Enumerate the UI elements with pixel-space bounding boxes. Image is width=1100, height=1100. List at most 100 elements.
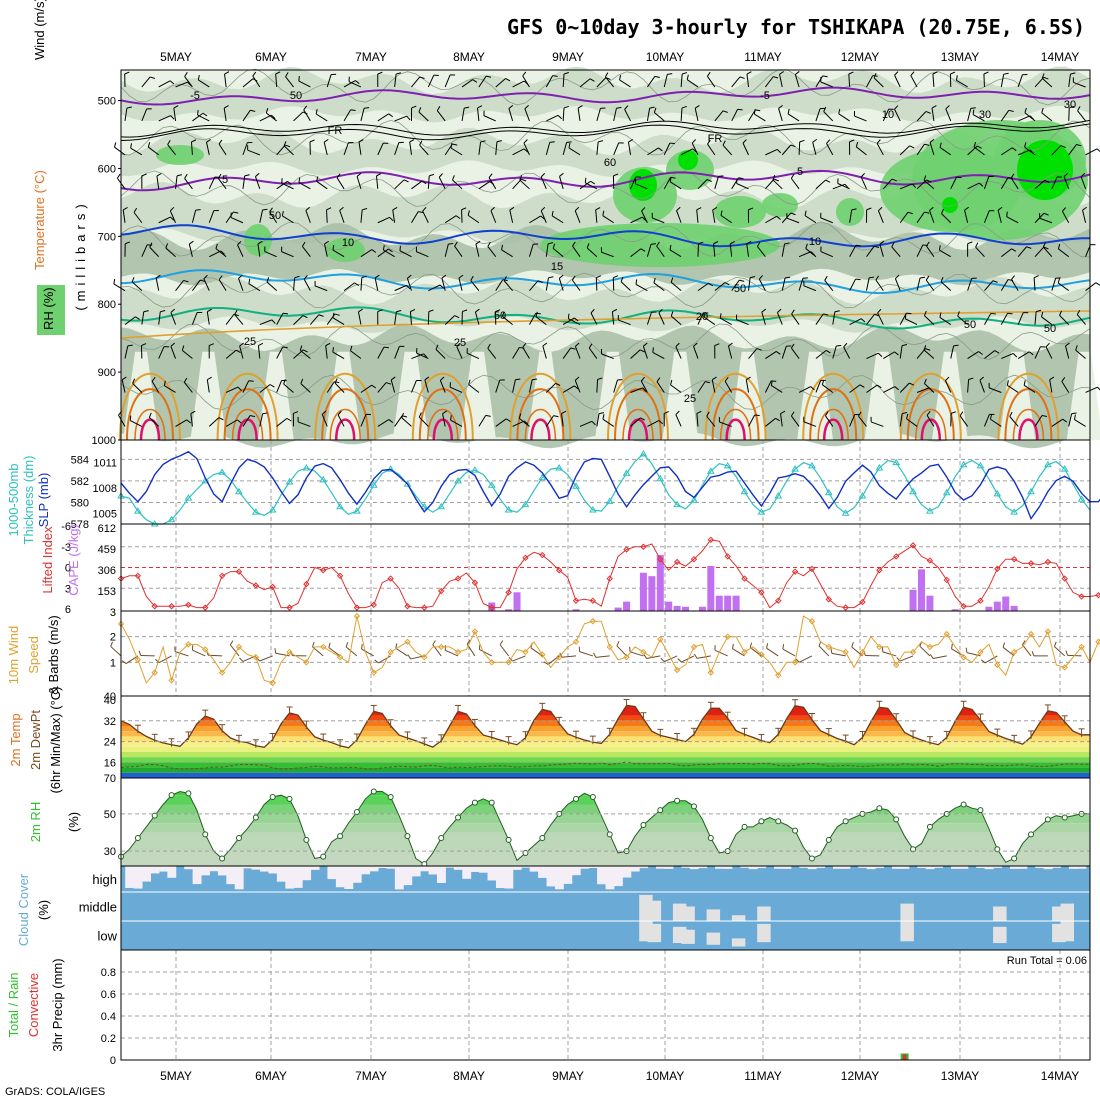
wind-barb-flag [643,342,648,347]
wind-barb [697,243,699,257]
rh-band [121,181,1090,245]
wind-barb-flag [706,411,710,417]
wind-barb-flag [970,107,976,109]
wind-barb-flag [190,410,196,414]
wind-barb [604,76,615,88]
wind-barb [175,175,178,189]
wind-barb [736,319,749,326]
wind-barb [118,414,126,427]
wind-barb [803,421,817,427]
wind-barb-flag [339,206,344,211]
wind-barb [1051,176,1058,190]
pressure-tick: 1000 [92,435,116,447]
wind-barb-flag [1007,177,1014,179]
thickness-point [993,489,1002,497]
wind-barb-flag [371,249,377,253]
wind-barb-flag [894,351,899,356]
wind-speed-point [471,628,479,635]
wind-barb-flag [337,410,342,416]
wind-barb-flag [656,377,661,382]
wind-barb-flag [929,206,934,211]
temp-diurnal-contour [216,372,279,441]
temp-diurnal-contour [822,418,844,441]
wind-barb-flag [502,279,508,282]
wind-barb [866,277,870,291]
cloud-high-gap [1009,866,1019,869]
wind-barb [670,281,682,292]
wind-barb [411,76,421,88]
wind-speed-point [522,648,529,656]
wind-barb [585,182,598,190]
wind-barb-flag [555,382,561,386]
wind-barb [499,644,509,657]
wind-barb-flag [901,344,908,347]
temp-stripe [121,705,1090,716]
panel-frame [120,439,1091,525]
wind-barb [825,415,834,427]
wind-speed-point [1095,638,1100,646]
wind-barb-flag [478,644,481,650]
wind-barb [540,176,547,190]
wind-barb-flag [418,107,422,113]
temp2m-line [120,704,1090,749]
wind-barb-flag [924,211,930,214]
wind-speed-point [454,648,462,656]
wind-barb-flag [1006,211,1008,217]
wind-barb [984,350,996,359]
contour-label: 50 [734,283,746,295]
wind-barb-flag [675,410,680,415]
cape-bar [673,605,681,611]
wind-barb [483,115,496,122]
li-point [673,558,681,566]
wind-barb [910,75,918,88]
wind-barb-flag [1077,106,1081,111]
wind-speed-point [269,679,276,687]
temp-diurnal-contour [427,408,459,441]
wind-barb-flag [810,386,815,391]
wind-barb-flag [477,105,483,109]
cloud-low-gap [647,923,662,943]
temp-diurnal-contour [622,408,654,441]
rh2m-point [1028,831,1035,838]
wind-barb [218,143,227,156]
wind-barb [574,346,581,359]
wind-barb-flag [939,312,942,318]
wind-barb-flag [165,243,169,249]
wind-barb-flag [257,240,263,245]
wind-barb-flag [589,78,595,82]
wind-barb [450,147,463,156]
wind-barb-flag [1033,275,1039,279]
wind-barb-flag [593,652,597,658]
wind-barb [877,210,884,223]
wind-barb [495,279,504,291]
wind-barb-flag [855,244,861,247]
date-label: 13MAY [941,1069,979,1083]
cloud-low-gap [757,923,771,943]
wind-barb-flag [535,311,538,317]
wind-barb [656,245,665,257]
date-label: 5MAY [160,1069,192,1083]
wind-barb [478,181,490,190]
wind-barb-flag [138,650,142,656]
wind-barb [782,648,796,657]
wind-barb-flag [485,414,491,417]
rh-plume [594,351,631,440]
rh2m-point [539,835,546,842]
wind-barb-flag [395,643,398,649]
wind-barb [630,349,641,359]
wind-barb-flag [1042,242,1046,248]
wind-barb-flag [737,108,743,111]
wind-barb [276,346,284,359]
wind-barb-flag [976,145,982,149]
wind-barb-flag [676,206,681,211]
wind-barb [336,177,345,190]
wind-barb [535,316,547,325]
wind-barb-flag [553,415,559,418]
wind-barb [442,413,446,427]
cape-bar [993,601,1001,611]
wind-barb-flag [823,313,829,316]
wind-barb [663,177,672,190]
wind-barb [259,384,271,393]
wind-barb-flag [350,109,356,111]
wind-barb-flag [686,74,689,80]
